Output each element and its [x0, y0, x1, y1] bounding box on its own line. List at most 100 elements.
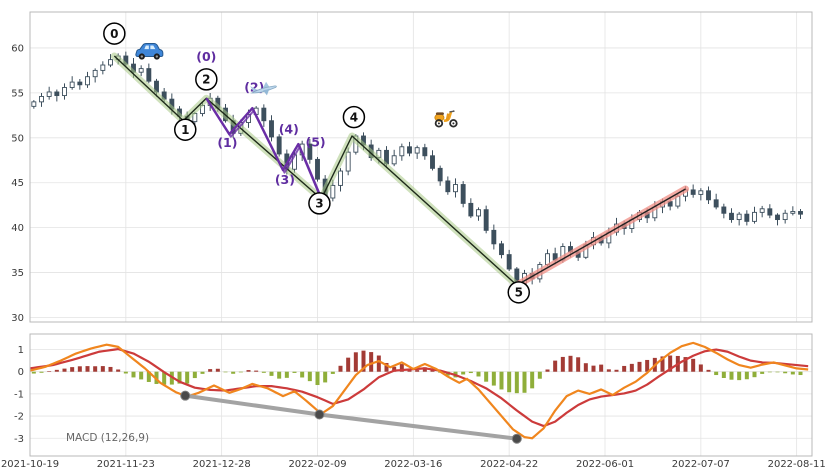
histogram-bar	[93, 366, 98, 372]
price-y-tick-label: 60	[11, 43, 24, 54]
candle-body	[453, 184, 458, 193]
candle-body	[798, 211, 803, 215]
candle-body	[721, 206, 727, 214]
histogram-bar	[254, 370, 259, 372]
candle-body	[31, 101, 37, 107]
histogram-bar	[691, 358, 696, 372]
candle-body	[506, 254, 512, 270]
wave-label-text: 1	[181, 123, 189, 137]
candle-body	[414, 147, 420, 154]
histogram-bar	[85, 366, 90, 372]
macd-y-tick-label: -1	[14, 389, 24, 400]
candle-body	[690, 189, 696, 195]
plane-icon	[250, 81, 277, 96]
candle-body	[430, 155, 435, 169]
histogram-bar	[461, 371, 466, 375]
wave-label-circle	[103, 22, 126, 45]
divergence-dot	[180, 390, 191, 401]
histogram-bar	[361, 350, 366, 372]
candle-body	[744, 213, 750, 222]
histogram-bar	[77, 366, 82, 372]
histogram-bar	[660, 356, 665, 372]
histogram-bar	[798, 371, 803, 376]
grid-lines	[29, 12, 812, 456]
histogram-bar	[307, 371, 312, 382]
macd-panel-border	[29, 333, 813, 457]
candle-body	[767, 208, 773, 216]
histogram-bar	[392, 366, 397, 372]
histogram-bar	[369, 352, 374, 372]
candle-body	[729, 212, 734, 221]
histogram-bar	[200, 371, 205, 374]
histogram-bar	[323, 371, 328, 383]
candle-body	[46, 91, 52, 97]
histogram-bar	[591, 365, 596, 372]
elliott-subwave-line-2	[206, 100, 324, 202]
candle-body	[261, 107, 267, 122]
candle-body	[54, 91, 60, 97]
subwave-label: (3)	[275, 172, 295, 187]
histogram-bar	[553, 360, 558, 372]
macd-line	[29, 341, 809, 440]
histogram-bar	[54, 369, 59, 372]
histogram-bar	[162, 371, 167, 385]
candle-body	[269, 120, 274, 138]
histogram-bar	[484, 371, 489, 382]
wave-label-circle	[195, 68, 218, 91]
histogram-bar	[215, 368, 220, 372]
candle-body	[77, 81, 83, 86]
wave-label-circle	[342, 105, 366, 129]
histogram-bar	[752, 371, 757, 378]
histogram-bar	[576, 357, 581, 372]
candle-body	[276, 136, 282, 155]
candle-body	[422, 147, 428, 157]
histogram-bar	[330, 371, 335, 374]
histogram-bar	[131, 371, 136, 378]
histogram-bar	[185, 371, 190, 384]
histogram-bar	[123, 371, 128, 374]
histogram-bar	[645, 359, 650, 372]
subwave-label: (0)	[196, 49, 216, 64]
price-y-tick-label: 55	[11, 88, 24, 99]
candle-body	[69, 81, 75, 88]
histogram-bar	[338, 365, 343, 372]
histogram-bar	[261, 371, 266, 373]
price-y-tick-label: 35	[11, 268, 24, 279]
divergence-line	[183, 393, 519, 441]
price-y-tick-label: 45	[11, 178, 24, 189]
panel-borders	[29, 11, 813, 457]
candle-body	[445, 180, 451, 193]
candle-body	[108, 59, 113, 66]
candle-body	[706, 190, 711, 201]
x-axis-tick-label: 2021-11-23	[97, 459, 155, 470]
histogram-bar	[468, 371, 473, 374]
chart-root: (0)(1)(2)(3)(4)(5)01234530354045505560-3…	[1, 11, 826, 470]
scooter-icon	[434, 110, 458, 128]
candle-body	[315, 158, 320, 180]
candle-body	[307, 143, 313, 160]
histogram-bar	[568, 355, 573, 372]
histogram-bar	[384, 362, 389, 372]
elliott-impulse-line	[516, 188, 686, 286]
histogram-bar	[537, 371, 542, 379]
histogram-bar	[376, 355, 381, 372]
candle-body	[736, 213, 742, 221]
histogram-bar	[767, 371, 772, 373]
histogram-bar	[208, 369, 213, 372]
candle-body	[752, 211, 757, 222]
histogram-bar	[775, 371, 780, 373]
price-y-tick-label: 40	[11, 223, 24, 234]
candle-body	[782, 212, 788, 221]
histogram-bar	[514, 371, 519, 394]
histogram-bar	[737, 371, 742, 381]
car-icon	[135, 43, 164, 60]
histogram-bar	[683, 357, 688, 372]
histogram-bar	[223, 371, 228, 373]
candle-body	[100, 64, 106, 71]
candle-body	[713, 199, 719, 208]
histogram-bar	[499, 371, 504, 390]
histogram-bar	[31, 371, 36, 374]
histogram-bar	[192, 371, 197, 379]
